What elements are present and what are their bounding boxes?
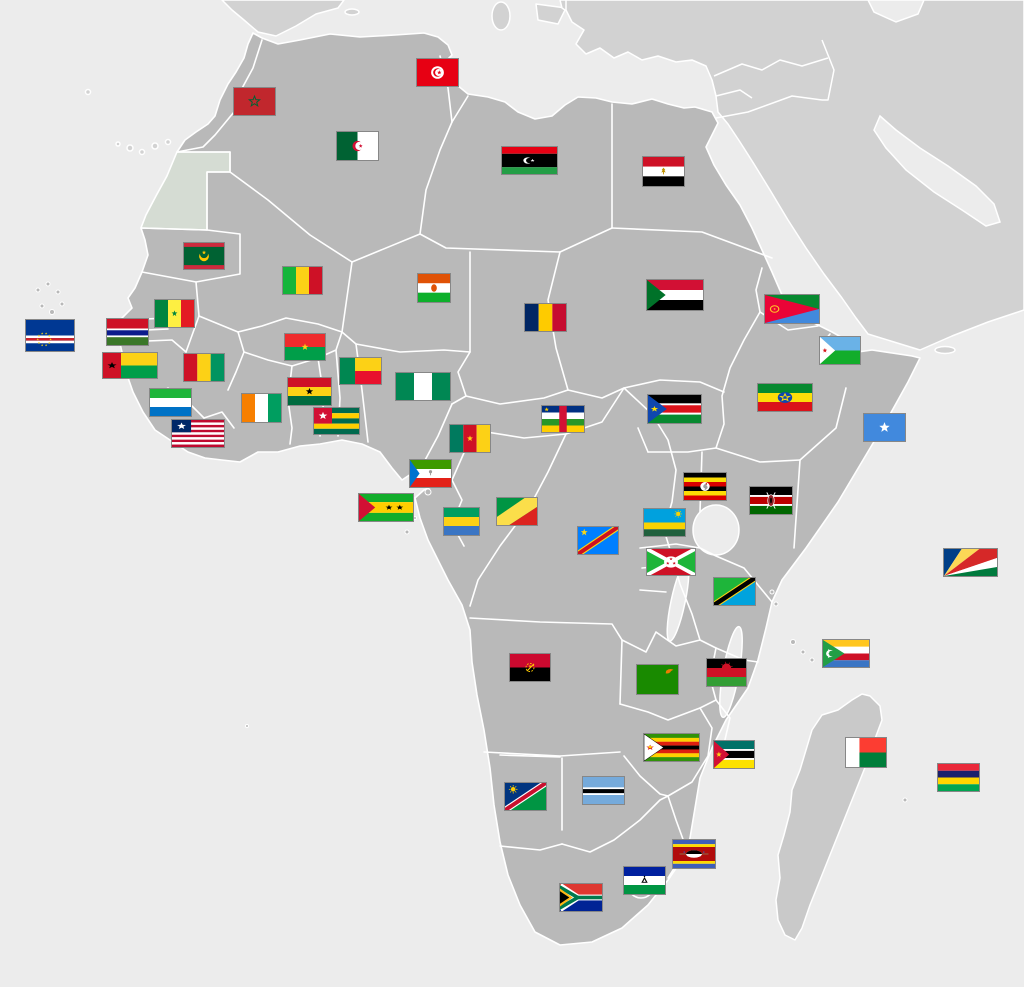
flag-togo[interactable] xyxy=(313,407,360,435)
flag-car[interactable] xyxy=(541,405,585,433)
socotra-island xyxy=(934,345,956,355)
flag-ivorycoast[interactable] xyxy=(241,393,282,423)
bioko-island xyxy=(424,488,432,496)
flag-gambia[interactable] xyxy=(106,318,149,346)
flag-libya[interactable] xyxy=(501,146,558,175)
zanzibar-island xyxy=(769,589,775,595)
sardinia-island xyxy=(491,1,511,31)
flag-gabon[interactable] xyxy=(443,507,480,536)
flag-uganda[interactable] xyxy=(683,472,727,501)
middle-east-landmass xyxy=(565,0,1024,351)
persian-gulf xyxy=(873,114,1001,227)
sicily-island xyxy=(535,3,567,25)
flag-nigeria[interactable] xyxy=(395,372,451,401)
flag-zimbabwe[interactable] xyxy=(643,733,700,762)
st-helena-island xyxy=(245,724,249,728)
flag-kenya[interactable] xyxy=(749,486,793,515)
iberia-landmass xyxy=(221,0,345,37)
flag-lesotho[interactable] xyxy=(623,866,666,895)
flag-algeria[interactable] xyxy=(336,131,379,161)
flag-botswana[interactable] xyxy=(582,776,625,805)
flag-burkinafaso[interactable] xyxy=(284,333,326,361)
flag-rwanda[interactable] xyxy=(643,508,686,537)
flag-congo[interactable] xyxy=(496,497,538,526)
middle-east-borders xyxy=(711,39,835,119)
cape-verde-islands xyxy=(35,281,65,315)
flag-madagascar[interactable] xyxy=(845,737,887,768)
flag-drc[interactable] xyxy=(577,526,619,555)
flag-southsudan[interactable] xyxy=(647,394,702,424)
flag-egypt[interactable] xyxy=(642,156,685,187)
flag-comoros[interactable] xyxy=(822,639,870,668)
flag-capeverde[interactable] xyxy=(25,319,75,352)
flag-guineabissau[interactable] xyxy=(102,352,158,379)
flag-benin[interactable] xyxy=(339,357,382,385)
flag-angola[interactable] xyxy=(509,653,551,682)
flag-morocco[interactable] xyxy=(233,87,276,116)
flag-mozambique[interactable] xyxy=(713,740,755,769)
flag-eritrea[interactable] xyxy=(764,294,820,324)
flag-namibia[interactable] xyxy=(504,782,547,811)
non-african-land xyxy=(84,0,1024,355)
flag-liberia[interactable] xyxy=(171,419,225,448)
flag-guinea[interactable] xyxy=(183,353,225,382)
flag-somalia[interactable] xyxy=(863,413,906,442)
flag-ethiopia[interactable] xyxy=(757,383,813,412)
flag-djibouti[interactable] xyxy=(819,336,861,365)
mauritius-island xyxy=(902,797,908,803)
flag-burundi[interactable] xyxy=(646,548,696,576)
caspian-sea xyxy=(867,0,925,23)
flag-malawi[interactable] xyxy=(706,658,747,687)
flag-eqguinea[interactable] xyxy=(409,459,452,488)
flag-senegal[interactable] xyxy=(154,299,195,328)
flag-tanzania[interactable] xyxy=(713,577,756,606)
madeira-island xyxy=(84,88,92,96)
african-islands xyxy=(35,281,908,803)
flag-zambia[interactable] xyxy=(636,664,679,695)
flag-seychelles[interactable] xyxy=(943,548,998,577)
flag-mauritania[interactable] xyxy=(183,242,225,270)
flag-niger[interactable] xyxy=(417,273,451,303)
flag-ghana[interactable] xyxy=(287,377,332,406)
sao-tome-island xyxy=(404,529,410,535)
balearic-island xyxy=(344,8,360,16)
flag-tunisia[interactable] xyxy=(416,58,459,87)
flag-mauritius[interactable] xyxy=(937,763,980,792)
comoro-islands xyxy=(790,639,796,645)
flag-eswatini[interactable] xyxy=(672,839,716,869)
canary-islands xyxy=(115,138,172,156)
flag-mali[interactable] xyxy=(282,266,323,295)
flag-cameroon[interactable] xyxy=(449,424,491,453)
flag-southafrica[interactable] xyxy=(559,883,603,912)
flag-saotome[interactable] xyxy=(358,493,414,522)
flag-sierraleone[interactable] xyxy=(149,388,192,417)
flag-chad[interactable] xyxy=(524,303,567,332)
pemba-island xyxy=(773,601,779,607)
lake-victoria xyxy=(692,504,740,556)
flag-sudan[interactable] xyxy=(646,279,704,311)
